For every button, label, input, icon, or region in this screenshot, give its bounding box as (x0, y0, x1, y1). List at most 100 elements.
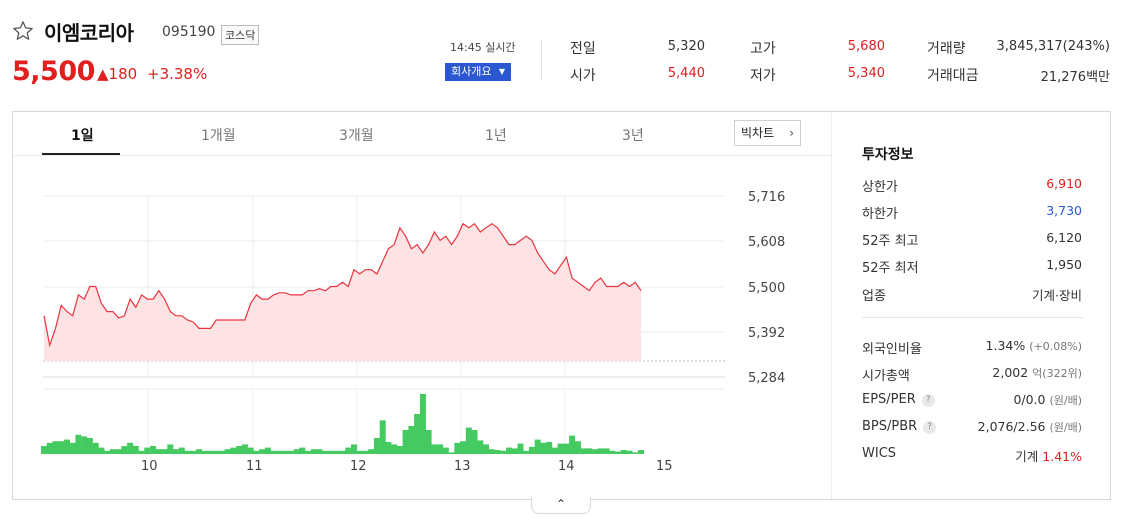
volume-bar (144, 447, 151, 454)
volume-bar (293, 449, 300, 454)
w52-high-label: 52주 최고 (862, 234, 919, 249)
chart-panel: 1일 1개월 3개월 1년 3년 빅차트 › 5,716 5,608 5,500 5,… (12, 111, 1111, 500)
price-change: ▲180 (97, 65, 138, 83)
volume-bar (115, 449, 122, 454)
volume-bar (511, 448, 518, 454)
market-cap-value: 2,002 억(322위) (992, 365, 1082, 381)
w52-high-value: 6,120 (1046, 230, 1082, 245)
volume-bar (563, 443, 570, 454)
low-label: 저가 (750, 68, 776, 84)
volume-bar (282, 450, 289, 454)
tab-1day[interactable]: 1일 (71, 128, 94, 144)
bps-pbr-value: 2,076/2.56 (원/배) (978, 419, 1082, 435)
low-value: 5,340 (847, 66, 885, 81)
help-icon[interactable]: ? (921, 394, 935, 407)
volume-bar (362, 450, 369, 454)
eps-per-number: 0/0.0 (1013, 392, 1046, 407)
foreign-ratio-label: 외국인비율 (862, 342, 922, 357)
volume-bar (69, 442, 76, 454)
wics-value[interactable]: 기계 1.41% (1015, 446, 1082, 465)
volume-bar (178, 447, 185, 454)
wics-change: 1.41% (1042, 449, 1082, 464)
volume-bar (523, 450, 530, 454)
bigchart-button[interactable]: 빅차트 › (734, 120, 801, 146)
investment-title: 투자정보 (862, 147, 914, 163)
volume-bar (121, 446, 128, 454)
volume-bar (546, 442, 553, 454)
volume-bar (528, 446, 535, 454)
volume-bar (241, 444, 248, 454)
volume-bar (150, 446, 157, 454)
volume-bar (368, 449, 375, 454)
tab-3year[interactable]: 3년 (622, 128, 644, 144)
volume-bar (167, 444, 174, 454)
company-overview-button[interactable]: 회사개요 ▼ (445, 63, 511, 81)
volume-bar (184, 450, 191, 454)
volume-bar (219, 450, 225, 454)
bigchart-label: 빅차트 (741, 126, 775, 140)
x-tick-label: 13 (454, 459, 471, 474)
volume-bar (569, 435, 576, 454)
industry-value[interactable]: 기계·장비 (1032, 288, 1082, 303)
volume-bar (603, 448, 610, 454)
upper-limit-label: 상한가 (862, 180, 898, 195)
volume-bar (574, 441, 581, 454)
volume-bar (592, 449, 599, 454)
volume-bar (551, 447, 558, 454)
eps-per-unit: (원/배) (1049, 394, 1082, 407)
volume-bar (517, 443, 524, 454)
volume-bar (488, 449, 495, 454)
open-label: 시가 (570, 68, 596, 84)
market-badge: 코스닥 (221, 25, 260, 45)
bps-pbr-unit: (원/배) (1049, 421, 1082, 434)
volume-bar (161, 449, 168, 454)
realtime-label: 14:45 실시간 (450, 41, 516, 54)
open-value: 5,440 (667, 66, 705, 81)
price-line (43, 222, 642, 348)
volume-bar (92, 442, 99, 454)
intraday-chart: 5,716 5,608 5,500 5,392 5,284 10 11 12 13 14 15 (41, 190, 785, 474)
high-value: 5,680 (847, 39, 885, 54)
volume-bar (75, 434, 82, 454)
volume-bar (534, 439, 541, 454)
chevron-right-icon: › (789, 126, 794, 140)
star-icon[interactable] (12, 20, 34, 42)
y-tick-label: 5,608 (748, 235, 785, 250)
volume-bar (259, 449, 266, 454)
tab-3month[interactable]: 3개월 (339, 128, 374, 144)
high-label: 고가 (750, 41, 776, 57)
volume-bar (402, 430, 409, 454)
volume-bar (408, 426, 415, 454)
market-cap-number: 2,002 (992, 365, 1029, 380)
help-icon[interactable]: ? (923, 421, 937, 434)
tab-1month[interactable]: 1개월 (201, 128, 236, 144)
volume-bar (155, 449, 162, 454)
volume-bar (173, 449, 179, 454)
y-tick-label: 5,716 (748, 190, 785, 205)
volume-bar (322, 450, 329, 454)
tab-1year[interactable]: 1년 (485, 128, 507, 144)
volume-bar (236, 446, 243, 454)
current-price: 5,500 (12, 56, 95, 87)
y-tick-label: 5,500 (748, 281, 785, 296)
volume-bar (414, 414, 421, 454)
volume-bar (615, 451, 621, 454)
volume-bar (477, 440, 484, 454)
volume-bar (253, 450, 260, 454)
volume-bar (276, 450, 283, 454)
volume-bar (287, 450, 294, 454)
foreign-ratio-number: 1.34% (985, 338, 1026, 353)
volume-bar (448, 452, 455, 454)
y-tick-label: 5,392 (748, 326, 785, 341)
volume-bar (465, 427, 472, 454)
market-cap-rank: 억(322위) (1032, 367, 1082, 380)
volume-bar (104, 450, 111, 454)
volume-bar (58, 441, 65, 454)
volume-bar (379, 420, 386, 454)
volume-bar (471, 430, 478, 454)
collapse-button[interactable]: ⌃ (531, 497, 591, 514)
volume-bar (396, 446, 403, 454)
volume-bar (356, 450, 363, 454)
x-tick-label: 12 (350, 459, 367, 474)
w52-low-label: 52주 최저 (862, 261, 919, 276)
